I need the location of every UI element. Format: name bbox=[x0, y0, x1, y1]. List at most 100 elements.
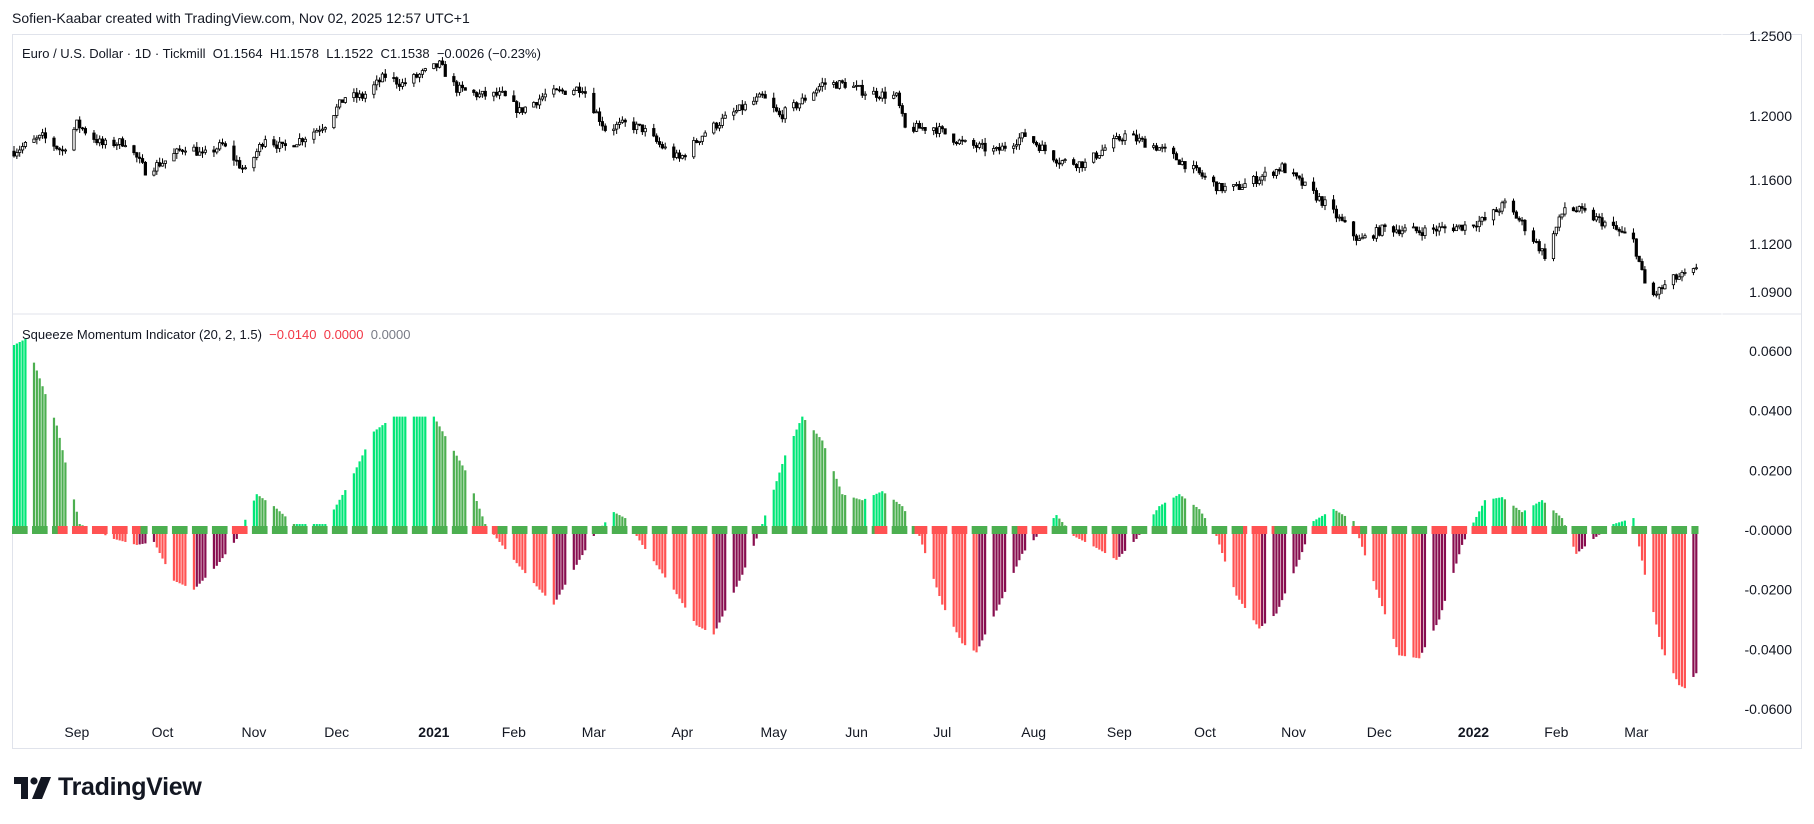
momentum-bar[interactable] bbox=[1283, 530, 1287, 594]
momentum-bar[interactable] bbox=[61, 450, 64, 530]
momentum-bar[interactable] bbox=[1163, 502, 1167, 530]
momentum-bar[interactable] bbox=[1083, 530, 1087, 542]
momentum-bar[interactable] bbox=[1258, 530, 1261, 629]
candle[interactable] bbox=[1331, 195, 1336, 214]
candle[interactable] bbox=[914, 120, 919, 133]
momentum-bar[interactable] bbox=[784, 455, 787, 530]
momentum-bar[interactable] bbox=[444, 436, 447, 530]
candle[interactable] bbox=[600, 116, 604, 131]
candle[interactable] bbox=[80, 126, 85, 131]
candle[interactable] bbox=[794, 101, 799, 111]
momentum-bar[interactable] bbox=[1272, 530, 1275, 617]
momentum-bar[interactable] bbox=[1132, 530, 1135, 542]
candle[interactable] bbox=[112, 136, 116, 148]
candle[interactable] bbox=[1277, 167, 1281, 175]
momentum-bar[interactable] bbox=[381, 425, 384, 530]
momentum-bar[interactable] bbox=[1435, 530, 1438, 626]
momentum-bar[interactable] bbox=[512, 530, 515, 560]
candle[interactable] bbox=[15, 148, 19, 159]
momentum-bar[interactable] bbox=[175, 530, 178, 583]
candle[interactable] bbox=[475, 91, 479, 101]
candle[interactable] bbox=[292, 144, 296, 148]
price-pane[interactable] bbox=[12, 57, 1698, 300]
momentum-bar[interactable] bbox=[544, 530, 547, 596]
candle[interactable] bbox=[872, 86, 876, 95]
momentum-bar[interactable] bbox=[1312, 521, 1315, 530]
candle[interactable] bbox=[1680, 270, 1684, 282]
candle[interactable] bbox=[817, 83, 822, 93]
momentum-bar[interactable] bbox=[612, 512, 615, 530]
momentum-bar[interactable] bbox=[458, 460, 461, 530]
momentum-bar[interactable] bbox=[18, 342, 21, 530]
candle[interactable] bbox=[18, 145, 22, 157]
candle[interactable] bbox=[1214, 181, 1219, 195]
candle[interactable] bbox=[1271, 170, 1276, 179]
candle[interactable] bbox=[934, 122, 939, 138]
candle[interactable] bbox=[874, 87, 879, 102]
momentum-bar[interactable] bbox=[575, 530, 578, 565]
momentum-bar[interactable] bbox=[1583, 530, 1587, 547]
momentum-bar[interactable] bbox=[361, 455, 364, 530]
candle[interactable] bbox=[1363, 233, 1367, 239]
momentum-bar[interactable] bbox=[1375, 530, 1378, 590]
candle[interactable] bbox=[1423, 225, 1427, 239]
momentum-bar[interactable] bbox=[1318, 517, 1321, 530]
candle[interactable] bbox=[283, 139, 287, 151]
candle[interactable] bbox=[592, 87, 596, 114]
momentum-bar[interactable] bbox=[415, 416, 418, 530]
momentum-bar[interactable] bbox=[672, 530, 675, 590]
candle[interactable] bbox=[1037, 142, 1041, 153]
candle[interactable] bbox=[417, 72, 422, 83]
momentum-bar[interactable] bbox=[1463, 530, 1467, 540]
candle[interactable] bbox=[797, 103, 802, 112]
candle[interactable] bbox=[980, 139, 984, 150]
candle[interactable] bbox=[937, 122, 942, 138]
momentum-bar[interactable] bbox=[812, 430, 815, 530]
momentum-bar[interactable] bbox=[835, 478, 838, 530]
candle[interactable] bbox=[557, 86, 562, 93]
momentum-bar[interactable] bbox=[1660, 530, 1664, 650]
candle[interactable] bbox=[443, 60, 447, 77]
candle[interactable] bbox=[1240, 183, 1244, 190]
momentum-bar[interactable] bbox=[824, 448, 827, 530]
candle[interactable] bbox=[457, 82, 462, 96]
candle[interactable] bbox=[552, 84, 556, 98]
candle[interactable] bbox=[675, 149, 679, 160]
candle[interactable] bbox=[1600, 212, 1604, 230]
momentum-bar[interactable] bbox=[204, 530, 207, 578]
momentum-bar[interactable] bbox=[264, 500, 267, 530]
momentum-bar[interactable] bbox=[692, 530, 695, 622]
momentum-bar[interactable] bbox=[1001, 530, 1004, 599]
momentum-bar[interactable] bbox=[364, 449, 367, 530]
candle[interactable] bbox=[392, 72, 396, 83]
candle[interactable] bbox=[1074, 163, 1079, 172]
symbol-title[interactable]: Euro / U.S. Dollar · 1D · Tickmill bbox=[22, 46, 206, 61]
candle[interactable] bbox=[138, 152, 142, 164]
candle[interactable] bbox=[215, 147, 219, 155]
candle[interactable] bbox=[917, 120, 922, 129]
momentum-bar[interactable] bbox=[792, 436, 795, 530]
tradingview-logo[interactable]: TradingView bbox=[14, 773, 202, 802]
momentum-bar[interactable] bbox=[195, 530, 198, 587]
candle[interactable] bbox=[98, 135, 102, 147]
momentum-bar[interactable] bbox=[701, 530, 704, 629]
momentum-bar[interactable] bbox=[904, 511, 907, 530]
candle[interactable] bbox=[1414, 226, 1418, 234]
momentum-bar[interactable] bbox=[12, 345, 16, 530]
momentum-bar[interactable] bbox=[995, 530, 998, 611]
candle[interactable] bbox=[1540, 248, 1544, 256]
candle[interactable] bbox=[1643, 266, 1647, 284]
momentum-bar[interactable] bbox=[404, 416, 407, 530]
candle[interactable] bbox=[32, 135, 36, 143]
momentum-bar[interactable] bbox=[1281, 530, 1284, 601]
candle[interactable] bbox=[200, 147, 205, 158]
momentum-bar[interactable] bbox=[732, 530, 735, 593]
momentum-bar[interactable] bbox=[864, 498, 867, 530]
candle[interactable] bbox=[603, 123, 607, 133]
candle[interactable] bbox=[1283, 162, 1287, 174]
candle[interactable] bbox=[1340, 213, 1344, 222]
candle[interactable] bbox=[800, 93, 804, 105]
candle[interactable] bbox=[1032, 136, 1036, 145]
candle[interactable] bbox=[275, 140, 279, 153]
